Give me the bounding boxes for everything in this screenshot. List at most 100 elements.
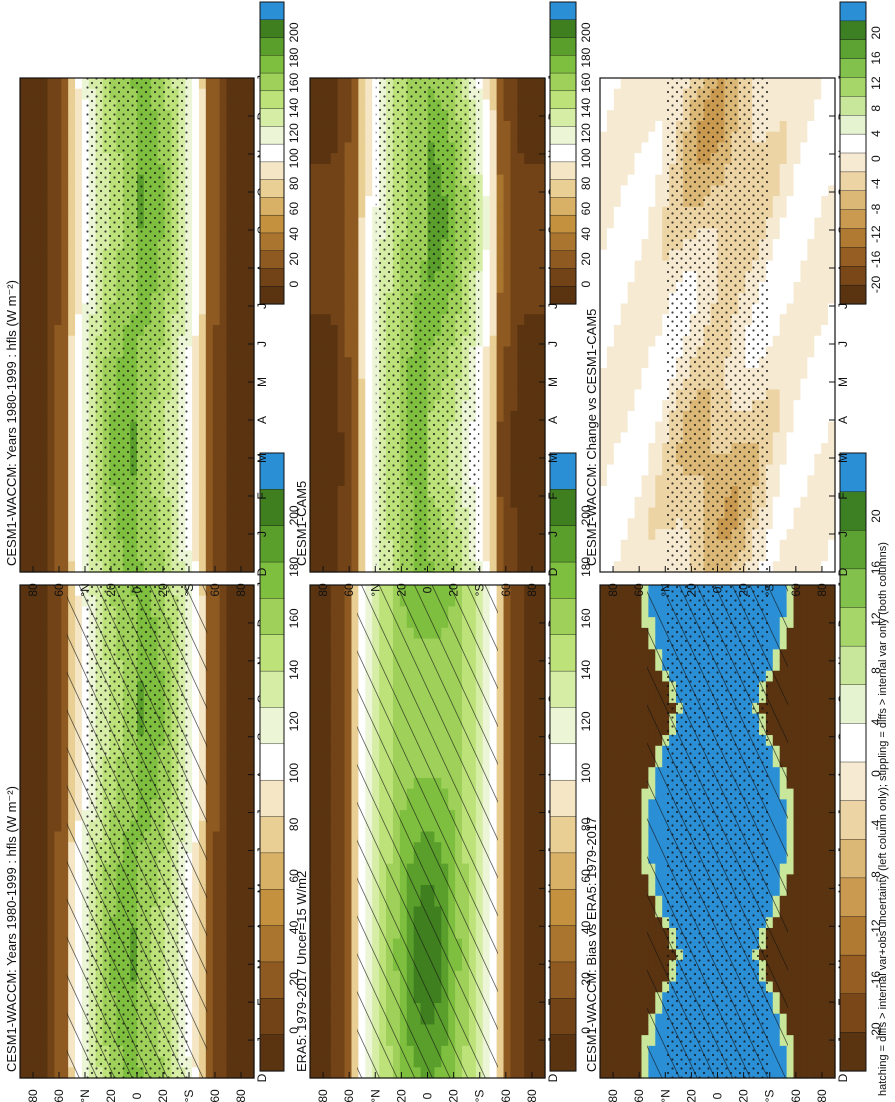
heat-cell [212, 585, 221, 597]
heat-cell [198, 120, 207, 133]
heat-cell [47, 239, 56, 251]
heat-cell [247, 518, 255, 530]
heat-cell [40, 561, 49, 573]
heat-cell [351, 692, 359, 704]
heat-cell [61, 949, 69, 961]
heat-cell [351, 1067, 359, 1079]
heat-cell [316, 885, 325, 897]
heat-cell [316, 810, 325, 822]
heat-cell [496, 713, 505, 725]
heat-cell [20, 777, 28, 790]
heat-cell [40, 453, 49, 466]
heat-cell [54, 282, 62, 294]
heat-cell [226, 110, 234, 122]
heat-cell [496, 906, 505, 918]
heat-cell [233, 735, 241, 747]
heat-cell [61, 303, 69, 315]
heat-cell [20, 1024, 28, 1036]
heat-cell [54, 906, 62, 918]
heat-cell [531, 1056, 539, 1068]
heat-cell [247, 432, 255, 444]
heat-cell [219, 660, 228, 672]
heat-cell [344, 874, 353, 886]
colorbar-swatch [549, 707, 577, 745]
heat-cell [26, 196, 35, 208]
heat-cell [233, 927, 241, 940]
heat-cell [524, 660, 532, 672]
heat-cell [26, 486, 35, 498]
heat-cell [212, 217, 221, 229]
heat-cell [61, 142, 69, 154]
heat-cell [351, 906, 359, 918]
heat-cell [20, 206, 28, 219]
heat-cell [47, 196, 56, 208]
heat-cell [40, 206, 49, 219]
heat-cell [351, 660, 359, 672]
heat-cell [47, 756, 56, 768]
heat-cell [316, 906, 325, 918]
heat-cell [316, 820, 325, 833]
heat-cell [240, 649, 248, 661]
heat-cell [212, 421, 221, 433]
heat-cell [323, 767, 332, 779]
heat-cell [33, 185, 42, 197]
heat-cell [47, 927, 56, 940]
heat-cell [247, 260, 255, 272]
heat-cell [247, 163, 255, 176]
heat-cell [503, 585, 512, 597]
heat-cell [219, 475, 228, 487]
heat-cell [40, 271, 49, 283]
lat-tick-label: 60 [52, 583, 66, 597]
heat-cell [205, 606, 214, 618]
heat-cell [337, 617, 346, 629]
heat-cell [75, 110, 83, 122]
heat-cell [20, 1067, 28, 1079]
heat-cell [316, 1056, 325, 1068]
heat-cell [219, 453, 228, 466]
heat-cell [316, 842, 325, 854]
heat-cell [531, 1067, 539, 1079]
heat-cell [54, 917, 62, 929]
heat-cell [517, 852, 525, 865]
heat-cell [192, 153, 200, 165]
heat-cell [198, 389, 207, 401]
heat-cell [316, 831, 325, 843]
heat-cell [226, 464, 234, 476]
heat-cell [323, 831, 332, 843]
colorbar-tick-label: 0 [287, 1027, 301, 1034]
heat-cell [219, 421, 228, 433]
heat-cell [233, 585, 241, 597]
heat-cell [330, 617, 339, 629]
heat-cell [538, 681, 546, 693]
heat-cell [198, 110, 207, 122]
heat-cell [503, 767, 512, 779]
heat-cell [531, 756, 539, 768]
heat-cell [517, 606, 525, 618]
heat-cell [192, 174, 200, 186]
heat-cell [54, 453, 62, 466]
heat-cell [205, 702, 214, 715]
heat-cell [240, 475, 248, 487]
heat-cell [20, 767, 28, 779]
heat-cell [40, 713, 49, 725]
heat-cell [240, 432, 248, 444]
colorbar-tick-label: 200 [287, 505, 301, 525]
heat-cell [47, 745, 56, 758]
heat-cell [61, 713, 69, 725]
heat-cell [496, 617, 505, 629]
heat-cell [219, 638, 228, 650]
heat-cell [226, 443, 234, 455]
heat-cell [240, 217, 248, 229]
heat-cell [40, 992, 49, 1004]
heat-cell [198, 561, 207, 573]
heat-cell [26, 271, 35, 283]
heat-cell [351, 649, 359, 661]
heat-cell [192, 131, 200, 144]
heat-cell [68, 110, 76, 122]
heat-cell [524, 820, 532, 833]
colorbar-swatch [549, 961, 577, 999]
heat-cell [40, 874, 49, 886]
heat-cell [226, 595, 234, 608]
heat-cell [33, 432, 42, 444]
heat-cell [20, 282, 28, 294]
